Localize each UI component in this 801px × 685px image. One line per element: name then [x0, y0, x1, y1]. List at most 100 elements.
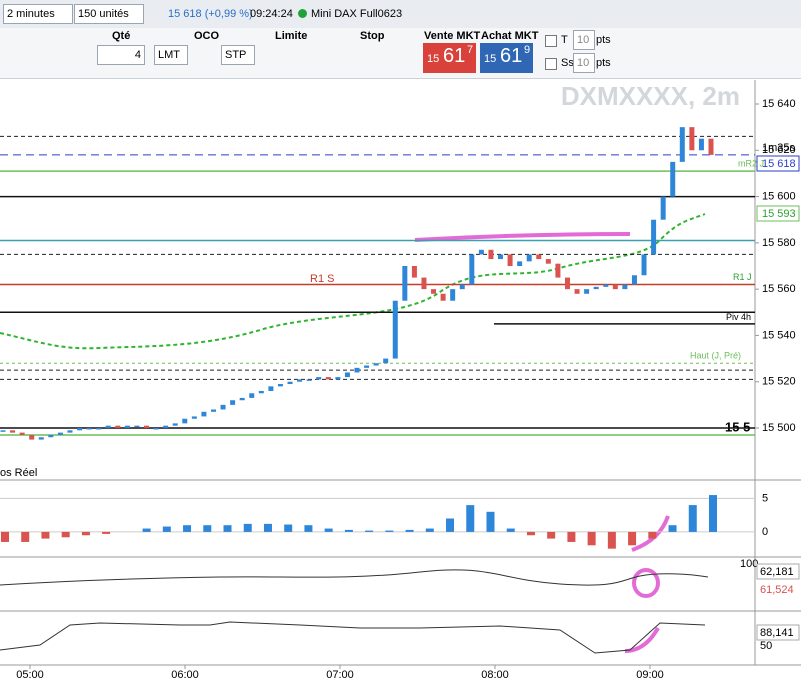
osc-bar: [263, 523, 272, 532]
candle: [124, 425, 130, 428]
x-tick-label: 05:00: [16, 669, 44, 681]
candle: [670, 161, 676, 197]
candle: [478, 249, 484, 255]
t-pts[interactable]: 10: [573, 30, 595, 50]
osc-bar: [1, 531, 9, 542]
candle: [268, 386, 274, 391]
panel3-top: 100: [740, 558, 758, 570]
sell-button[interactable]: 15 61 7: [423, 43, 476, 73]
timeframe[interactable]: 2 minutes: [3, 4, 73, 24]
ss-check[interactable]: [545, 58, 557, 70]
y-tick-label: 15 560: [762, 283, 796, 295]
candle: [201, 411, 207, 417]
osc-tick-label: 0: [762, 526, 768, 538]
candle: [431, 289, 437, 294]
osc-bar: [365, 530, 374, 532]
candle: [651, 219, 657, 255]
buy-button[interactable]: 15 61 9: [480, 43, 533, 73]
timer: 1m35s: [762, 142, 796, 154]
candle: [536, 254, 542, 260]
panel4-box: [756, 624, 800, 641]
osc-bar: [486, 511, 495, 532]
osc-bar: [284, 524, 293, 532]
candle: [220, 404, 226, 410]
candle: [258, 390, 264, 394]
candle: [689, 127, 695, 151]
buy-label: Achat MKT: [481, 30, 539, 42]
candle: [622, 284, 628, 290]
osc-bar: [223, 525, 232, 532]
pts2: pts: [596, 57, 611, 69]
candle: [249, 393, 255, 398]
qty-label: Qté: [112, 30, 131, 42]
osc-bar: [81, 531, 90, 536]
candle: [316, 377, 322, 380]
annotation: [632, 568, 660, 598]
candle: [392, 300, 398, 359]
candle: [593, 286, 599, 290]
candle: [115, 425, 121, 428]
sell-mid: 61: [443, 45, 466, 67]
osc-bar: [607, 531, 616, 549]
qty[interactable]: 4: [97, 45, 145, 65]
ma-box: [756, 205, 800, 222]
lmt[interactable]: LMT: [154, 45, 188, 65]
x-tick-label: 09:00: [636, 669, 664, 681]
osc-bar: [425, 528, 434, 532]
order-bar: Qté 4 OCO LMT STP Limite Stop Vente MKT …: [0, 28, 801, 79]
level-label: mR2 J: [738, 158, 764, 168]
candle: [373, 363, 379, 366]
level-label: Haut (J, Pré): [690, 351, 741, 361]
x-tick-label: 06:00: [171, 669, 199, 681]
osc-bar: [243, 523, 252, 532]
last: 15 618: [762, 158, 796, 170]
candle: [411, 266, 417, 278]
partial-label: 15 5: [725, 419, 750, 434]
oco: OCO: [194, 30, 220, 42]
candle: [708, 138, 714, 155]
candle: [239, 397, 245, 401]
candle: [354, 367, 360, 373]
stop: Stop: [360, 30, 385, 42]
toolbar: 2 minutes 150 unités 15 618 (+0,99 %) 09…: [0, 0, 801, 29]
osc-bar: [648, 531, 657, 539]
osc-bar: [61, 531, 70, 538]
instrument: Mini DAX Full0623: [311, 8, 403, 20]
ss-pts[interactable]: 10: [573, 53, 595, 73]
x-tick-label: 07:00: [326, 669, 354, 681]
candle: [19, 432, 25, 435]
candle: [325, 377, 331, 380]
candle: [679, 127, 685, 162]
candle: [67, 430, 73, 433]
candle: [48, 434, 54, 438]
x-tick-label: 08:00: [481, 669, 509, 681]
osc-bar: [405, 529, 414, 532]
t-check[interactable]: [545, 35, 557, 47]
candle: [459, 284, 465, 290]
candle: [105, 425, 111, 428]
osc-bar: [324, 528, 333, 532]
candle: [306, 379, 312, 381]
y-tick-label: 15 600: [762, 190, 796, 202]
candle: [641, 254, 647, 276]
panel3-v2: 61,524: [760, 584, 794, 596]
osc-bar: [304, 525, 313, 532]
candle: [38, 437, 44, 440]
ma-label: 15 593: [762, 208, 796, 220]
candle: [469, 254, 475, 285]
stp[interactable]: STP: [221, 45, 255, 65]
osc-bar: [162, 526, 171, 532]
candle: [0, 430, 6, 432]
osc-bar: [21, 531, 30, 542]
osc-bar: [41, 531, 50, 539]
candle: [134, 425, 140, 428]
osc-bar: [385, 530, 394, 532]
pivot-label: Piv 4h: [726, 312, 751, 322]
osc-bar: [547, 531, 556, 539]
candle: [612, 284, 618, 290]
candle: [603, 284, 609, 287]
units[interactable]: 150 unités: [74, 4, 144, 24]
candle: [172, 423, 178, 426]
candle: [498, 254, 504, 260]
y-tick-label: 15 620: [762, 144, 796, 156]
